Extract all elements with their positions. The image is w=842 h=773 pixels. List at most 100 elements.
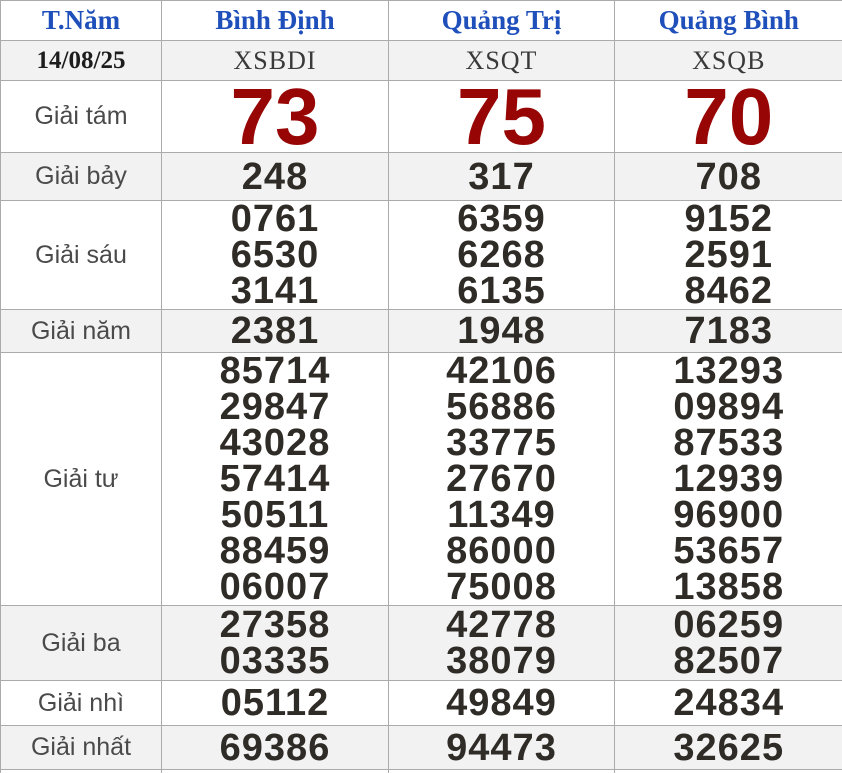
prize-number: 248: [241, 155, 309, 198]
prize-number: 43028: [219, 422, 331, 464]
prize-number: 56886: [446, 386, 557, 428]
prize-row-seventh: Giải bảy 248 317 708: [0, 152, 842, 201]
prize-cell: 73: [161, 80, 389, 153]
prize-row-first: Giải nhất 69386 94473 32625: [0, 725, 842, 770]
prize-label-eighth: Giải tám: [0, 80, 162, 153]
prize-row-third: Giải ba 27358 03335 42778 38079 06259 82…: [0, 605, 842, 681]
prize-number: 38079: [446, 640, 557, 681]
prize-number: 06259: [673, 605, 785, 646]
cutoff-cell: [614, 769, 842, 773]
prize-number: 3141: [230, 270, 320, 310]
prize-number: 708: [695, 155, 762, 198]
prize-row-fifth: Giải năm 2381 1948 7183: [0, 309, 842, 353]
cutoff-row: [0, 769, 842, 773]
prize-number: 86000: [446, 530, 557, 572]
prize-number: 8462: [684, 270, 774, 310]
prize-cell: 75: [388, 80, 615, 153]
prize-cell: 42778 38079: [388, 605, 615, 681]
prize-number: 87533: [673, 422, 785, 464]
prize-number: 9152: [684, 200, 774, 240]
column-header-binh-dinh[interactable]: Bình Định: [161, 0, 389, 41]
prize-number: 0761: [230, 200, 320, 240]
prize-label-third: Giải ba: [0, 605, 162, 681]
prize-number: 70: [684, 80, 774, 153]
prize-number: 27358: [219, 605, 331, 646]
prize-number: 49849: [446, 682, 557, 724]
prize-number: 85714: [219, 352, 331, 392]
prize-number: 94473: [446, 726, 557, 769]
prize-number: 09894: [673, 386, 785, 428]
prize-cell: 248: [161, 152, 389, 201]
prize-cell: 24834: [614, 680, 842, 726]
table-header-row: T.Năm Bình Định Quảng Trị Quảng Bình: [0, 0, 842, 41]
prize-cell: 9152 2591 8462: [614, 200, 842, 310]
prize-number: 317: [468, 155, 535, 198]
prize-row-eighth: Giải tám 73 75 70: [0, 80, 842, 153]
prize-number: 13858: [673, 566, 785, 606]
prize-cell: 05112: [161, 680, 389, 726]
prize-number: 13293: [673, 352, 785, 392]
prize-row-fourth: Giải tư 85714 29847 43028 57414 50511 88…: [0, 352, 842, 606]
prize-number: 6530: [230, 234, 320, 276]
prize-row-sixth: Giải sáu 0761 6530 3141 6359 6268 6135 9…: [0, 200, 842, 310]
prize-number: 24834: [673, 682, 785, 724]
prize-number: 6135: [457, 270, 546, 310]
prize-cell: 49849: [388, 680, 615, 726]
prize-cell: 6359 6268 6135: [388, 200, 615, 310]
prize-number: 42778: [446, 605, 557, 646]
station-code-xsbdi: XSBDI: [161, 40, 389, 81]
prize-number: 73: [230, 80, 320, 153]
prize-cell: 1948: [388, 309, 615, 353]
cutoff-cell: [388, 769, 615, 773]
prize-number: 2591: [684, 234, 774, 276]
cutoff-cell: [0, 769, 162, 773]
prize-number: 32625: [673, 726, 785, 769]
prize-cell: 27358 03335: [161, 605, 389, 681]
cutoff-cell: [161, 769, 389, 773]
prize-cell: 2381: [161, 309, 389, 353]
prize-row-second: Giải nhì 05112 49849 24834: [0, 680, 842, 726]
prize-number: 6268: [457, 234, 546, 276]
prize-cell: 42106 56886 33775 27670 11349 86000 7500…: [388, 352, 615, 606]
prize-number: 53657: [673, 530, 785, 572]
prize-number: 75008: [446, 566, 557, 606]
prize-label-fifth: Giải năm: [0, 309, 162, 353]
prize-number: 57414: [219, 458, 331, 500]
prize-number: 50511: [220, 494, 330, 536]
prize-cell: 69386: [161, 725, 389, 770]
column-header-quang-binh[interactable]: Quảng Bình: [614, 0, 842, 41]
prize-cell: 70: [614, 80, 842, 153]
prize-number: 1948: [457, 310, 546, 352]
column-header-period: T.Năm: [0, 0, 162, 41]
prize-number: 27670: [446, 458, 557, 500]
prize-number: 03335: [219, 640, 331, 681]
prize-number: 88459: [219, 530, 331, 572]
prize-number: 7183: [684, 310, 774, 352]
prize-cell: 85714 29847 43028 57414 50511 88459 0600…: [161, 352, 389, 606]
prize-number: 42106: [446, 352, 557, 392]
prize-label-second: Giải nhì: [0, 680, 162, 726]
draw-date: 14/08/25: [0, 40, 162, 81]
prize-label-fourth: Giải tư: [0, 352, 162, 606]
prize-number: 11349: [447, 494, 556, 536]
prize-number: 75: [457, 80, 546, 153]
prize-number: 33775: [446, 422, 557, 464]
prize-cell: 317: [388, 152, 615, 201]
prize-cell: 13293 09894 87533 12939 96900 53657 1385…: [614, 352, 842, 606]
station-code-xsqt: XSQT: [388, 40, 615, 81]
prize-number: 05112: [220, 682, 330, 724]
prize-label-seventh: Giải bảy: [0, 152, 162, 201]
station-code-xsqb: XSQB: [614, 40, 842, 81]
prize-number: 82507: [673, 640, 785, 681]
prize-label-first: Giải nhất: [0, 725, 162, 770]
subheader-row: 14/08/25 XSBDI XSQT XSQB: [0, 40, 842, 81]
prize-cell: 94473: [388, 725, 615, 770]
column-header-quang-tri[interactable]: Quảng Trị: [388, 0, 615, 41]
prize-cell: 708: [614, 152, 842, 201]
prize-number: 12939: [673, 458, 785, 500]
prize-number: 6359: [457, 200, 546, 240]
prize-label-sixth: Giải sáu: [0, 200, 162, 310]
prize-number: 69386: [219, 726, 331, 769]
